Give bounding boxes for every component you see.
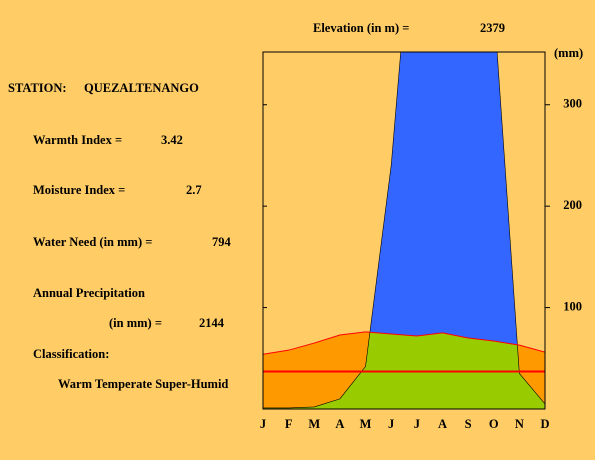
annual-precipitation: 2144 — [199, 316, 225, 330]
y-tick-label: 100 — [563, 299, 582, 313]
station: QUEZALTENANGO — [84, 81, 199, 95]
x-tick-label: A — [335, 417, 344, 431]
x-tick-label: F — [285, 417, 293, 431]
precip-unit-label: (in mm) = — [109, 316, 162, 330]
x-tick-label: J — [260, 417, 266, 431]
precip-label: Annual Precipitation — [33, 286, 145, 300]
x-tick-label: M — [308, 417, 320, 431]
plot — [263, 52, 545, 409]
y-axis-label: (mm) — [554, 46, 583, 60]
elevation: 2379 — [480, 21, 505, 35]
y-tick-label: 300 — [563, 97, 582, 111]
classification-label: Classification: — [33, 347, 109, 361]
index-label: Water Need (in mm) = — [33, 235, 152, 249]
x-tick-label: N — [515, 417, 524, 431]
index-value: 2.7 — [186, 183, 202, 197]
x-tick-label: J — [414, 417, 420, 431]
index-label: Moisture Index = — [33, 183, 125, 197]
x-tick-label: D — [540, 417, 549, 431]
x-tick-label: M — [360, 417, 372, 431]
y-tick-label: 200 — [563, 198, 582, 212]
station-label: STATION: — [8, 81, 67, 95]
x-tick-label: J — [388, 417, 394, 431]
index-label: Warmth Index = — [33, 133, 122, 147]
evapotranspiration-line — [263, 331, 545, 355]
precipitation-line — [263, 52, 545, 409]
index-value: 3.42 — [161, 133, 183, 147]
index-value: 794 — [212, 235, 232, 249]
x-tick-label: O — [489, 417, 499, 431]
elevation-label: Elevation (in m) = — [313, 21, 409, 35]
plot-frame — [262, 51, 546, 410]
x-tick-label: S — [465, 417, 472, 431]
precipitation-area — [263, 52, 545, 409]
x-tick-label: A — [438, 417, 447, 431]
classification: Warm Temperate Super-Humid — [58, 377, 228, 391]
